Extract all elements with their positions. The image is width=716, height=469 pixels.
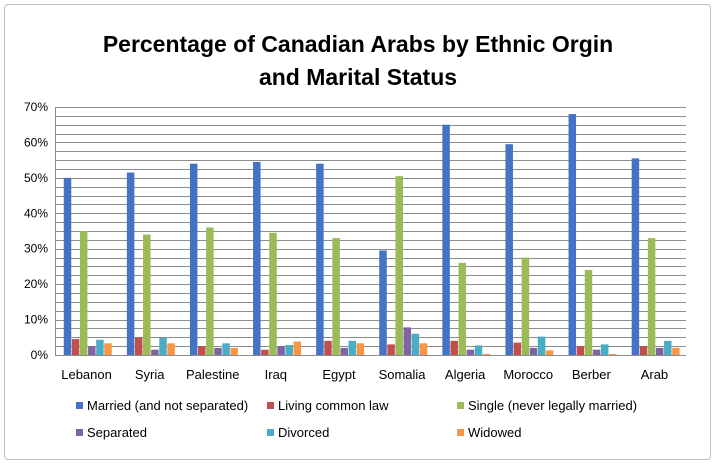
x-tick-label: Egypt xyxy=(322,367,356,382)
bar-algeria-series-1 xyxy=(450,340,458,355)
bar-somalia-series-1 xyxy=(387,344,395,355)
bar-syria-series-4 xyxy=(159,337,167,355)
bar-algeria-series-3 xyxy=(466,349,475,355)
bar-arab-series-2 xyxy=(647,238,656,355)
y-tick-label: 30% xyxy=(24,242,48,256)
x-tick-label: Iraq xyxy=(265,367,287,382)
bar-egypt-series-2 xyxy=(332,238,340,355)
legend: Married (and not separated) Living common… xyxy=(76,398,637,440)
bar-berber-series-3 xyxy=(592,349,601,355)
x-tick-label: Morocco xyxy=(503,367,553,382)
y-tick-label: 60% xyxy=(24,135,48,149)
bar-palestine-series-5 xyxy=(230,347,238,355)
legend-label: Living common law xyxy=(278,398,389,413)
bar-somalia-series-0 xyxy=(379,250,387,355)
bar-lebanon-series-5 xyxy=(104,343,112,355)
chart-title-line-2: and Marital Status xyxy=(258,64,458,90)
legend-swatch xyxy=(457,402,464,409)
bar-syria-series-5 xyxy=(167,343,175,355)
x-tick-label: Somalia xyxy=(379,367,427,382)
bar-lebanon-series-3 xyxy=(88,346,96,355)
bar-egypt-series-0 xyxy=(316,163,324,355)
bar-morocco-series-3 xyxy=(529,347,538,355)
bar-iraq-series-5 xyxy=(293,341,302,355)
chart-title: Percentage of Canadian Arabs by Ethnic O… xyxy=(0,28,716,94)
y-tick-label: 10% xyxy=(24,313,48,327)
y-tick-label: 20% xyxy=(24,277,48,291)
bar-egypt-series-1 xyxy=(324,340,332,355)
bar-palestine-series-3 xyxy=(214,347,222,355)
y-tick-label: 40% xyxy=(24,206,48,220)
bar-morocco-series-2 xyxy=(521,257,530,355)
bar-somalia-series-3 xyxy=(403,327,412,355)
bar-palestine-series-4 xyxy=(222,343,230,355)
legend-label: Divorced xyxy=(278,425,329,440)
bar-somalia-series-2 xyxy=(395,176,403,355)
tick-labels: 0% 10% 20% 30% 40% 50% 60% 70% Lebanon Syria Pales… xyxy=(24,100,668,382)
bar-berber-series-1 xyxy=(576,346,585,355)
chart-title-line-1: Percentage of Canadian Arabs by Ethnic O… xyxy=(102,31,614,57)
y-tick-label: 70% xyxy=(24,100,48,114)
legend-swatch xyxy=(76,402,83,409)
y-tick-label: 50% xyxy=(24,171,48,185)
axes xyxy=(55,107,686,356)
bar-syria-series-0 xyxy=(126,172,135,355)
bar-morocco-series-1 xyxy=(513,342,522,355)
bar-egypt-series-3 xyxy=(340,347,348,355)
legend-label: Separated xyxy=(87,425,147,440)
bar-morocco-series-5 xyxy=(545,350,554,355)
bar-algeria-series-0 xyxy=(442,124,450,356)
legend-swatch xyxy=(267,429,274,436)
legend-label: Married (and not separated) xyxy=(87,398,248,413)
bar-arab-series-1 xyxy=(639,346,648,355)
bar-syria-series-3 xyxy=(151,349,159,355)
x-tick-label: Syria xyxy=(135,367,165,382)
bar-arab-series-3 xyxy=(655,347,664,355)
x-tick-label: Arab xyxy=(641,367,668,382)
x-tick-label: Lebanon xyxy=(61,367,112,382)
bar-palestine-series-0 xyxy=(189,163,198,355)
bar-somalia-series-5 xyxy=(419,343,428,355)
bar-iraq-series-3 xyxy=(277,346,285,355)
x-tick-label: Palestine xyxy=(186,367,239,382)
x-tick-label: Algeria xyxy=(445,367,486,382)
legend-swatch xyxy=(76,429,83,436)
bar-berber-series-0 xyxy=(568,114,577,355)
bar-iraq-series-1 xyxy=(261,349,269,355)
y-tick-label: 0% xyxy=(31,348,49,362)
bar-berber-series-2 xyxy=(584,269,593,355)
bar-arab-series-5 xyxy=(672,347,680,355)
bar-egypt-series-5 xyxy=(356,343,365,355)
legend-swatch xyxy=(457,429,464,436)
bar-egypt-series-4 xyxy=(348,340,357,355)
bar-palestine-series-2 xyxy=(206,227,214,355)
bar-berber-series-4 xyxy=(600,344,609,355)
bar-iraq-series-2 xyxy=(269,232,277,355)
bar-lebanon-series-4 xyxy=(96,339,104,355)
legend-label: Single (never legally married) xyxy=(468,398,637,413)
bar-syria-series-1 xyxy=(134,337,143,355)
bar-lebanon-series-1 xyxy=(71,339,80,355)
bar-algeria-series-5 xyxy=(482,353,491,355)
bar-morocco-series-0 xyxy=(505,144,513,355)
x-tick-label: Berber xyxy=(572,367,612,382)
bar-iraq-series-0 xyxy=(253,161,261,355)
legend-swatch xyxy=(267,402,274,409)
bar-berber-series-5 xyxy=(609,353,617,355)
bar-morocco-series-4 xyxy=(537,336,546,355)
bar-somalia-series-4 xyxy=(411,333,420,355)
bar-arab-series-0 xyxy=(631,158,640,355)
bar-lebanon-series-0 xyxy=(63,177,72,355)
bar-lebanon-series-2 xyxy=(79,231,88,355)
bar-iraq-series-4 xyxy=(285,345,293,355)
bar-syria-series-2 xyxy=(143,234,151,355)
legend-label: Widowed xyxy=(468,425,521,440)
bar-algeria-series-2 xyxy=(458,262,467,355)
bar-arab-series-4 xyxy=(664,340,672,355)
bar-palestine-series-1 xyxy=(198,346,206,355)
bar-algeria-series-4 xyxy=(474,345,483,355)
bars xyxy=(63,114,680,356)
